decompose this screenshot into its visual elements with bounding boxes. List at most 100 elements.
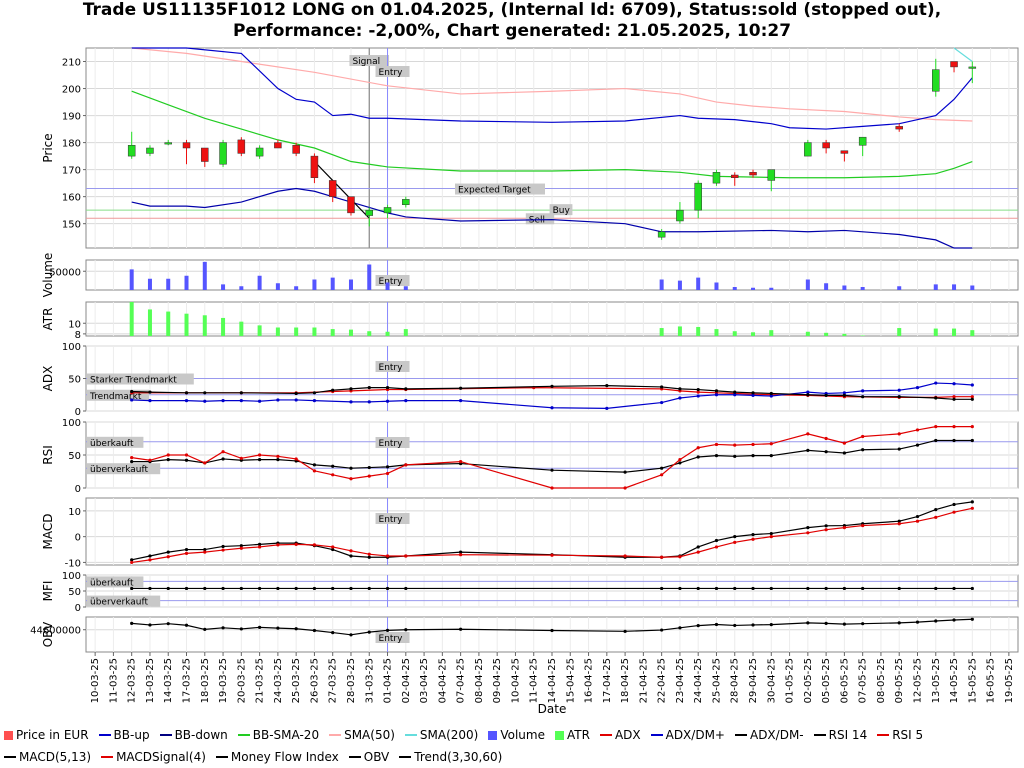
macd-series-macdsignal-4--point [934,515,938,519]
legend-swatch [404,734,417,736]
bb-down-line [131,187,973,249]
x-tick-label: 18-03-25 [200,658,211,703]
rsi-series-rsi-5-point [550,486,554,490]
volume-ylabel: Volume [41,253,55,298]
rsi-series-rsi-5-point [806,432,810,436]
rsi-series-rsi-5-point [276,454,280,458]
mfi-ylabel: MFI [41,581,55,602]
rsi-series-rsi-5-point [751,442,755,447]
atr-bar [952,328,957,336]
obv-series-point [550,628,554,633]
rsi-series-rsi-5-point [184,453,189,457]
adx-level-label: Starker Trendmarkt [87,373,194,386]
adx-series-adx-dm--point [130,398,134,402]
legend-swatch [98,734,111,736]
adx-series-adx-dm--point [605,406,609,410]
macd-series-macd-5-13--point [897,519,901,523]
signal-label-bg [349,55,390,66]
price-ytick-label: 200 [62,85,81,96]
signal-label-text: Signal [352,57,380,67]
macd-series-macd-5-13--point [696,545,700,549]
rsi-series-rsi-14-point [166,458,170,462]
mfi-series-point [934,586,938,591]
rsi-series-rsi-14-point [312,463,317,467]
volume-bar [659,279,664,290]
mfi-series-point [733,586,737,591]
rsi-series-rsi-14-point [678,461,682,465]
candle-body [932,69,940,92]
atr-bar [147,309,152,336]
rsi-series-rsi-14-point [769,454,773,458]
volume-bar [348,279,353,290]
legend-label: SMA(200) [419,728,479,742]
mfi-series-point [258,586,262,591]
mfi-ytick-label: 50 [68,587,81,598]
rsi-ytick-label: 0 [75,484,81,495]
mfi-level-label-text: überverkauft [90,598,149,608]
volume-bar [239,286,244,290]
legend-label: Money Flow Index [230,750,339,764]
atr-ylabel: ATR [41,308,55,331]
candle-body [804,142,812,157]
adx-series-adx-dm--point [148,399,152,403]
candle-body [712,172,721,184]
legend-label: RSI 5 [892,728,924,742]
adx-series-adx-dm--point [550,384,554,388]
macd-series-macdsignal-4--point [203,550,207,554]
adx-series-adx-dm--point [806,393,810,397]
candle-body [383,207,392,214]
volume-bar [714,282,719,290]
mfi-series-point [824,586,828,591]
macd-series-macdsignal-4--point [404,554,408,558]
x-tick-label: 10-04-25 [510,658,521,703]
obv-series-point [385,628,390,632]
adx-series-adx-dm--point [714,393,719,397]
atr-bar [184,313,189,336]
legend-item: Volume [488,724,545,746]
rsi-series-rsi-14-point [897,447,901,451]
macd-series-macd-5-13--point [733,535,737,539]
rsi-series-rsi-5-point [952,425,956,429]
candle-body [657,231,666,238]
legend-swatch [215,756,228,758]
adx-ytick-label: 0 [75,407,81,418]
volume-bar [367,264,372,290]
adx-series-adx-dm--point [769,391,773,396]
mfi-ytick-label: 0 [75,603,81,614]
obv-series-point [184,623,189,627]
volume-bar [202,261,207,290]
volume-entry-label-bg [375,275,410,286]
volume-bar [933,284,938,290]
mfi-series-point [806,586,810,591]
atr-bar [221,317,226,336]
macd-series-macdsignal-4--point [806,531,810,535]
macd-entry-label: Entry [375,513,410,525]
obv-series-point [367,630,371,634]
adx-level-label: Trendmarkt [87,389,149,402]
adx-series-adx-dm--point [842,393,846,397]
macd-series-macd-5-13--point [221,544,225,549]
macd-series-macdsignal-4--point [184,551,189,556]
rsi-level-label: überverkauft [87,463,161,475]
legend-label: BB-up [113,728,150,742]
macd-series-macdsignal-4--point [276,543,280,547]
x-tick-label: 04-04-25 [437,658,448,703]
legend-item: ADX [599,724,641,746]
mfi-series-point [294,586,298,591]
obv-series-point [751,623,755,627]
volume-bar [275,283,280,290]
candle-body [146,147,154,154]
mfi-panel [83,574,1019,608]
chart-title: Trade US11135F1012 LONG on 01.04.2025, (… [0,0,1024,42]
rsi-series-rsi-14-point [861,448,865,452]
atr-bar [897,328,902,336]
rsi-series-rsi-14-point [660,466,664,470]
macd-series-macd-5-13--point [331,547,335,552]
macd-series-macdsignal-4--point [130,560,134,565]
macd-series-macd-5-13--point [970,500,974,504]
legend-label: ADX/DM+ [665,728,725,742]
rsi-level-label: überkauft [87,436,144,449]
macd-series-macdsignal-4--point [915,519,920,523]
candle-body [219,142,227,165]
x-tick-label: 19-03-25 [218,658,229,703]
